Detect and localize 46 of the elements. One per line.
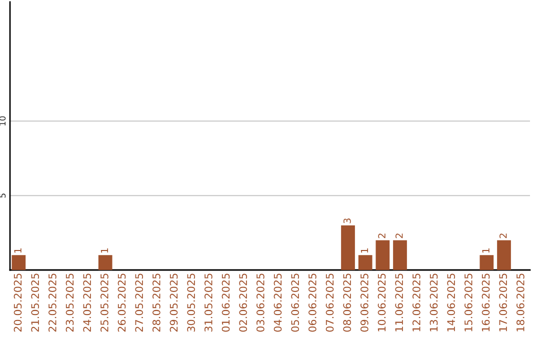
x-tick-label: 13.06.2025 [430,274,438,332]
bar [497,240,511,270]
bar [98,255,112,270]
x-tick-label: 31.05.2025 [204,274,212,332]
x-tick-label: 14.06.2025 [447,274,456,332]
x-tick-label: 04.06.2025 [274,274,282,332]
data-label: 1 [360,248,368,253]
x-tick-label: 23.05.2025 [66,274,74,332]
data-label: 2 [378,234,386,238]
data-label: 2 [395,234,403,238]
x-tick-label: 28.05.2025 [152,274,160,332]
data-label: 1 [482,248,490,253]
x-tick-label: 07.06.2025 [326,274,334,332]
x-tick-label: 29.05.2025 [170,274,178,332]
x-tick-label: 18.06.2025 [516,274,524,332]
x-tick-label: 12.06.2025 [412,274,420,332]
bar [376,240,390,270]
x-tick-label: 05.06.2025 [291,274,300,332]
x-tick-label: 01.06.2025 [222,274,230,332]
x-tick-label: 11.06.2025 [395,274,404,332]
x-tick-label: 21.05.2025 [31,274,40,332]
x-tick-label: 16.06.2025 [482,274,490,332]
x-tick-label: 08.06.2025 [343,274,352,332]
x-tick-label: 02.06.2025 [239,274,248,332]
x-tick-label: 09.06.2025 [360,274,368,332]
x-tick-label: 06.06.2025 [308,274,316,332]
bar [393,240,407,270]
x-tick-label: 20.05.2025 [14,274,22,332]
x-tick-label: 25.05.2025 [100,274,108,332]
bar [358,255,372,270]
x-tick-label: 22.05.2025 [48,274,56,332]
x-tick-label: 27.05.2025 [135,274,144,332]
x-tick-label: 10.06.2025 [378,274,386,332]
x-tick-label: 26.05.2025 [118,274,126,332]
bar [12,255,26,270]
bar [480,255,494,270]
x-tick-label: 17.06.2025 [499,274,508,332]
x-tick-label: 24.05.2025 [83,274,92,332]
data-label: 1 [14,248,22,253]
x-tick-label: 03.06.2025 [256,274,264,332]
data-label: 3 [343,218,351,224]
data-label: 1 [100,248,108,253]
x-tick-label: 15.06.2025 [464,274,472,332]
bar [341,225,355,270]
data-label: 2 [499,234,507,238]
x-tick-label: 30.05.2025 [187,274,196,332]
